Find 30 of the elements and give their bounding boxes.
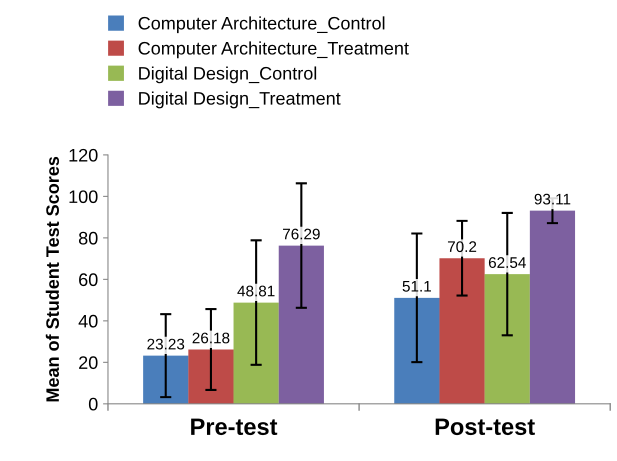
y-tick-label: 60 — [79, 273, 98, 286]
y-tick-label: 40 — [78, 314, 98, 328]
bar — [530, 210, 576, 404]
bar — [234, 302, 279, 404]
bar — [188, 350, 234, 404]
legend-label: Digital Design_Treatment — [139, 92, 341, 108]
legend-label: Computer Architecture_Treatment — [138, 41, 409, 58]
data-label: 70.2 — [448, 241, 476, 252]
x-tick-label: Post-test — [436, 418, 535, 436]
y-tick-label: 100 — [70, 190, 98, 204]
bar — [278, 246, 324, 404]
y-tick-label: 80 — [78, 232, 98, 245]
data-label: 51.1 — [402, 281, 431, 292]
y-tick-label: 0 — [88, 398, 98, 411]
bar — [439, 258, 485, 404]
legend-label: Digital Design_Control — [139, 66, 316, 84]
y-axis-title: Mean of Student Test Scores — [46, 156, 60, 402]
y-tick-label: 20 — [79, 356, 98, 370]
data-label: 23.23 — [147, 338, 184, 350]
data-label: 93.11 — [534, 194, 570, 205]
x-tick-label: Pre-test — [191, 418, 278, 436]
data-label: 62.54 — [488, 257, 526, 268]
data-label: 76.29 — [283, 228, 320, 240]
y-tick-label: 120 — [70, 148, 98, 162]
bar — [484, 274, 530, 404]
bar — [143, 356, 188, 404]
data-label: 26.18 — [192, 332, 230, 344]
data-label: 48.81 — [237, 286, 275, 296]
legend-label: Computer Architecture_Control — [138, 16, 384, 34]
bar — [394, 298, 440, 404]
